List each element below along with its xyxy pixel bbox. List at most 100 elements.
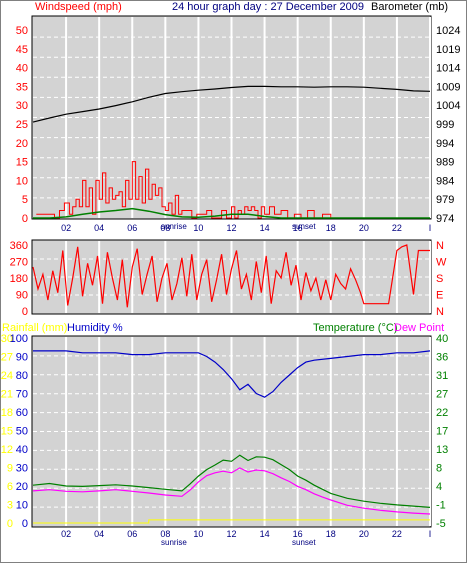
y-tick-label: 1004 [436,100,460,112]
x-tick-label: 10 [193,223,203,233]
y-tick-label: 979 [436,194,454,206]
barometer-axis-label: Barometer (mb) [371,1,448,13]
x-tick-label: 12 [226,223,236,233]
y-tick-label: 27 [436,389,448,401]
x-tick-label: 16 [293,223,303,233]
barometer-series-line [32,85,431,123]
x-tick-label: 02 [61,529,71,539]
sunrise-label-top: sunrise [161,222,187,231]
y-tick-label: 3 [7,500,13,512]
x-tick-label: 12 [226,529,236,539]
y-tick-label: 17 [436,426,448,438]
y-tick-label: 90 [16,290,28,302]
temperature-y-axis: -5 -1 4 8 13 17 22 27 31 36 40 [436,333,448,530]
y-tick-label: 25 [16,119,28,131]
y-tick-label: 0 [22,518,28,530]
direction-series-group [32,244,430,308]
x-tick-label: 14 [260,223,270,233]
x-tick-label: 02 [61,223,71,233]
x-tick-label: 06 [127,223,137,233]
x-tick-label: 06 [127,529,137,539]
wind-x-axis: 02 04 06 08 10 12 14 16 18 20 22 I [61,223,431,233]
chart-title: 24 hour graph day : 27 December 2009 [172,1,364,13]
y-tick-label: 12 [1,444,13,456]
y-tick-label: 0 [22,213,28,225]
y-tick-label: 989 [436,157,454,169]
y-tick-label: 35 [16,81,28,93]
rainfall-axis-label: Rainfall (mm) [2,322,67,334]
y-tick-label: 24 [1,370,13,382]
y-tick-label: -5 [436,518,446,530]
temp-series-group [32,350,431,524]
humidity-axis-label: Humidity % [67,322,123,334]
windspeed-y-axis: 0 5 10 15 20 25 30 35 40 45 50 [16,25,28,225]
y-tick-label: 18 [1,407,13,419]
sunset-label-bottom: sunset [292,538,316,547]
y-tick-label: 1014 [436,63,460,75]
y-tick-label: 1009 [436,81,460,93]
gust-series-line [36,161,430,219]
y-tick-label: E [436,290,443,302]
y-tick-label: 8 [436,463,442,475]
rainfall-series-line [33,519,430,524]
y-tick-label: 50 [16,426,28,438]
windspeed-series-line [33,207,430,219]
y-tick-label: 20 [16,481,28,493]
y-tick-label: 40 [436,333,448,345]
y-tick-label: 40 [16,63,28,75]
temperature-axis-label: Temperature (°C) [313,322,397,334]
y-tick-label: 180 [10,273,28,285]
y-tick-label: 10 [16,500,28,512]
y-tick-label: 994 [436,138,454,150]
y-tick-label: 90 [16,352,28,364]
y-tick-label: 80 [16,370,28,382]
x-tick-label: I [429,529,432,539]
y-tick-label: S [436,273,443,285]
y-tick-label: 45 [16,44,28,56]
y-tick-label: 70 [16,389,28,401]
y-tick-label: 20 [16,138,28,150]
y-tick-label: 0 [22,306,28,318]
y-tick-label: 15 [1,426,13,438]
y-tick-label: 9 [7,463,13,475]
x-tick-label: I [429,223,432,233]
y-tick-label: 6 [7,481,13,493]
wind-barometer-panel: 0 5 10 15 20 25 30 35 40 45 50 974 979 984 989 994 999 1… [16,15,460,233]
direction-series-line [32,244,430,308]
y-tick-label: 50 [16,25,28,37]
sunrise-label-bottom: sunrise [161,538,187,547]
direction-panel-grid [33,241,431,313]
x-tick-label: 04 [94,223,104,233]
y-tick-label: 30 [16,100,28,112]
y-tick-label: 21 [1,389,13,401]
y-tick-label: 1019 [436,44,460,56]
y-tick-label: 30 [16,463,28,475]
humidity-series-line [33,350,431,398]
windspeed-axis-label: Windspeed (mph) [35,1,122,13]
y-tick-label: 15 [16,157,28,169]
dewpoint-axis-label: Dew Point [394,322,444,334]
y-tick-label: -1 [436,500,446,512]
y-tick-label: 30 [1,333,13,345]
x-tick-label: 20 [359,223,369,233]
x-tick-label: 22 [392,223,402,233]
x-tick-label: 16 [293,529,303,539]
barometer-y-axis: 974 979 984 989 994 999 1004 1009 1014 1019 1024 [436,25,460,225]
y-tick-label: 984 [436,175,454,187]
y-tick-label: W [436,257,447,269]
temp-x-axis: 02 04 06 08 10 12 14 16 18 20 22 I [61,529,431,539]
y-tick-label: 10 [16,175,28,187]
temperature-series-line [32,454,431,508]
y-tick-label: 40 [16,444,28,456]
x-tick-label: 18 [326,529,336,539]
x-tick-label: 20 [359,529,369,539]
x-tick-label: 10 [193,529,203,539]
y-tick-label: 974 [436,213,454,225]
y-tick-label: 13 [436,444,448,456]
y-tick-label: 0 [7,518,13,530]
direction-y-axis: 0 90 180 270 360 [10,240,28,318]
y-tick-label: 60 [16,407,28,419]
y-tick-label: 270 [10,257,28,269]
y-tick-label: 31 [436,370,448,382]
